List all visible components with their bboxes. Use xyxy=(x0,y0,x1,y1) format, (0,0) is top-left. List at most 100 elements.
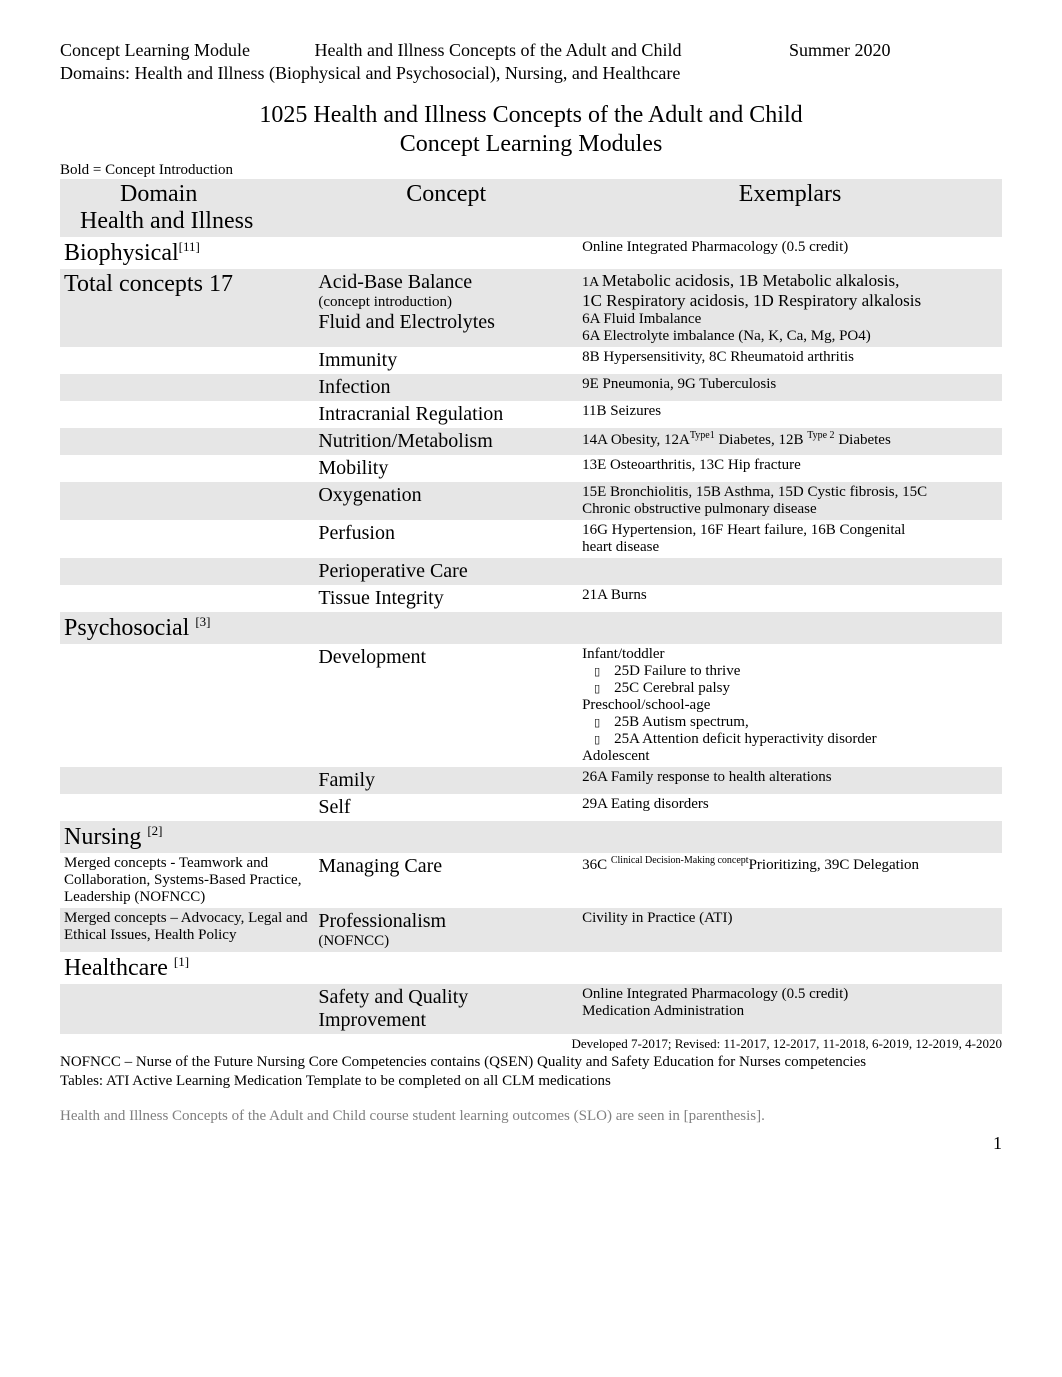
row-perioperative: Perioperative Care xyxy=(60,558,1002,585)
healthcare-sup: [1] xyxy=(174,954,189,969)
nofncc-note: NOFNCC – Nurse of the Future Nursing Cor… xyxy=(60,1054,1002,1071)
concept-acid-base-label: Acid-Base Balance xyxy=(318,271,574,294)
ex-safety-1: Online Integrated Pharmacology (0.5 cred… xyxy=(582,986,998,1003)
dev-b2: 25C Cerebral palsy xyxy=(582,680,998,697)
biophysical-heading-row: Biophysical[11] Online Integrated Pharma… xyxy=(60,237,1002,269)
ex-nutrition-mid: Diabetes, 12B xyxy=(715,432,807,448)
concept-development: Development xyxy=(314,644,578,767)
ex-perfusion: 16G Hypertension, 16F Heart failure, 16B… xyxy=(578,520,1002,558)
dev-b4: 25A Attention deficit hyperactivity diso… xyxy=(582,731,998,748)
row-development: Development Infant/toddler 25D Failure t… xyxy=(60,644,1002,767)
ex-self: 29A Eating disorders xyxy=(578,794,1002,821)
psychosocial-sup: [3] xyxy=(195,614,210,629)
concept-professionalism-label: Professionalism xyxy=(318,910,574,933)
ex-managing-post: Prioritizing, 39C Delegation xyxy=(749,857,919,873)
ex-safety: Online Integrated Pharmacology (0.5 cred… xyxy=(578,984,1002,1034)
th-concept: Concept xyxy=(314,179,578,237)
ex-oxygenation-1: 15E Bronchiolitis, 15B Asthma, 15D Cysti… xyxy=(582,484,998,501)
ex-intracranial: 11B Seizures xyxy=(578,401,1002,428)
th-domain: Domain Health and Illness xyxy=(60,179,314,237)
row-perfusion: Perfusion 16G Hypertension, 16F Heart fa… xyxy=(60,520,1002,558)
biophysical-label: Biophysical xyxy=(64,240,179,266)
ex-professionalism: Civility in Practice (ATI) xyxy=(578,908,1002,952)
dev-line2: Preschool/school-age xyxy=(582,697,998,714)
slo-note: Health and Illness Concepts of the Adult… xyxy=(60,1108,1002,1125)
row-self: Self 29A Eating disorders xyxy=(60,794,1002,821)
header-mid: Health and Illness Concepts of the Adult… xyxy=(315,40,785,61)
ex-perioperative xyxy=(578,558,1002,585)
concept-tissue: Tissue Integrity xyxy=(314,585,578,612)
concept-safety: Safety and Quality Improvement xyxy=(314,984,578,1034)
concept-immunity: Immunity xyxy=(314,347,578,374)
biophysical-heading: Biophysical[11] xyxy=(60,237,314,269)
healthcare-heading-row: Healthcare [1] xyxy=(60,952,1002,984)
dev-line3: Adolescent xyxy=(582,748,998,765)
th-domain-sub: Health and Illness xyxy=(80,208,310,235)
nursing-heading: Nursing [2] xyxy=(60,821,314,853)
concepts-table: Domain Health and Illness Concept Exempl… xyxy=(60,179,1002,1034)
concept-family: Family xyxy=(314,767,578,794)
dev-b3: 25B Autism spectrum, xyxy=(582,714,998,731)
ex-acid-base-2: 1C Respiratory acidosis, 1D Respiratory … xyxy=(582,291,998,311)
ex-nutrition-pre: 14A Obesity, 12A xyxy=(582,432,690,448)
total-concepts: Total concepts 17 xyxy=(60,269,314,347)
merged-2: Merged concepts – Advocacy, Legal and Et… xyxy=(60,908,314,952)
biophysical-pharm: Online Integrated Pharmacology (0.5 cred… xyxy=(578,237,1002,269)
ex-oxygenation: 15E Bronchiolitis, 15B Asthma, 15D Cysti… xyxy=(578,482,1002,520)
nursing-heading-row: Nursing [2] xyxy=(60,821,1002,853)
ex-tissue: 21A Burns xyxy=(578,585,1002,612)
merged-1: Merged concepts - Teamwork and Collabora… xyxy=(60,853,314,908)
concept-professionalism-sub: (NOFNCC) xyxy=(318,933,574,950)
ex-oxygenation-2: Chronic obstructive pulmonary disease xyxy=(582,501,998,518)
developed-note: Developed 7-2017; Revised: 11-2017, 12-2… xyxy=(60,1036,1002,1052)
row-oxygenation: Oxygenation 15E Bronchiolitis, 15B Asthm… xyxy=(60,482,1002,520)
row-safety-quality: Safety and Quality Improvement Online In… xyxy=(60,984,1002,1034)
row-tissue: Tissue Integrity 21A Burns xyxy=(60,585,1002,612)
ex-nutrition: 14A Obesity, 12AType1 Diabetes, 12B Type… xyxy=(578,428,1002,455)
ex-family: 26A Family response to health alteration… xyxy=(578,767,1002,794)
healthcare-label: Healthcare xyxy=(64,955,174,981)
row-managing-care: Merged concepts - Teamwork and Collabora… xyxy=(60,853,1002,908)
row-acid-base: Total concepts 17 Acid-Base Balance (con… xyxy=(60,269,1002,347)
healthcare-heading: Healthcare [1] xyxy=(60,952,314,984)
ex-nutrition-sup1: Type1 xyxy=(690,430,715,441)
table-header-row: Domain Health and Illness Concept Exempl… xyxy=(60,179,1002,237)
concept-fluid: Fluid and Electrolytes xyxy=(318,311,574,334)
header-line-2: Domains: Health and Illness (Biophysical… xyxy=(60,63,1002,84)
bold-note: Bold = Concept Introduction xyxy=(60,162,1002,179)
row-professionalism: Merged concepts – Advocacy, Legal and Et… xyxy=(60,908,1002,952)
ex-immunity: 8B Hypersensitivity, 8C Rheumatoid arthr… xyxy=(578,347,1002,374)
concept-perioperative: Perioperative Care xyxy=(314,558,578,585)
concept-perfusion: Perfusion xyxy=(314,520,578,558)
concept-acid-base: Acid-Base Balance (concept introduction)… xyxy=(314,269,578,347)
nursing-label: Nursing xyxy=(64,824,147,850)
page-title-2: Concept Learning Modules xyxy=(60,131,1002,158)
ex-managing: 36C Clinical Decision-Making conceptPrio… xyxy=(578,853,1002,908)
concept-managing: Managing Care xyxy=(314,853,578,908)
ex-managing-sup: Clinical Decision-Making concept xyxy=(611,855,749,866)
ex-nutrition-sup2: Type 2 xyxy=(807,430,834,441)
ex-nutrition-post: Diabetes xyxy=(835,432,891,448)
page-title-1: 1025 Health and Illness Concepts of the … xyxy=(60,102,1002,129)
row-nutrition: Nutrition/Metabolism 14A Obesity, 12ATyp… xyxy=(60,428,1002,455)
row-mobility: Mobility 13E Osteoarthritis, 13C Hip fra… xyxy=(60,455,1002,482)
concept-self: Self xyxy=(314,794,578,821)
th-exemplars: Exemplars xyxy=(578,179,1002,237)
header-right: Summer 2020 xyxy=(789,40,891,61)
concept-nutrition: Nutrition/Metabolism xyxy=(314,428,578,455)
ex-fluid-1: 6A Fluid Imbalance xyxy=(582,311,998,328)
ex-fluid-2: 6A Electrolyte imbalance (Na, K, Ca, Mg,… xyxy=(582,328,998,345)
concept-oxygenation: Oxygenation xyxy=(314,482,578,520)
th-domain-label: Domain xyxy=(80,181,310,208)
page-number: 1 xyxy=(60,1133,1002,1154)
ex-perfusion-2: heart disease xyxy=(582,539,998,556)
dev-line1: Infant/toddler xyxy=(582,646,998,663)
ex-perfusion-1: 16G Hypertension, 16F Heart failure, 16B… xyxy=(582,522,998,539)
header-left: Concept Learning Module xyxy=(60,40,310,61)
ex-infection: 9E Pneumonia, 9G Tuberculosis xyxy=(578,374,1002,401)
psychosocial-label: Psychosocial xyxy=(64,615,195,641)
row-infection: Infection 9E Pneumonia, 9G Tuberculosis xyxy=(60,374,1002,401)
row-intracranial: Intracranial Regulation 11B Seizures xyxy=(60,401,1002,428)
ex-development: Infant/toddler 25D Failure to thrive 25C… xyxy=(578,644,1002,767)
concept-acid-base-sub: (concept introduction) xyxy=(318,294,574,311)
